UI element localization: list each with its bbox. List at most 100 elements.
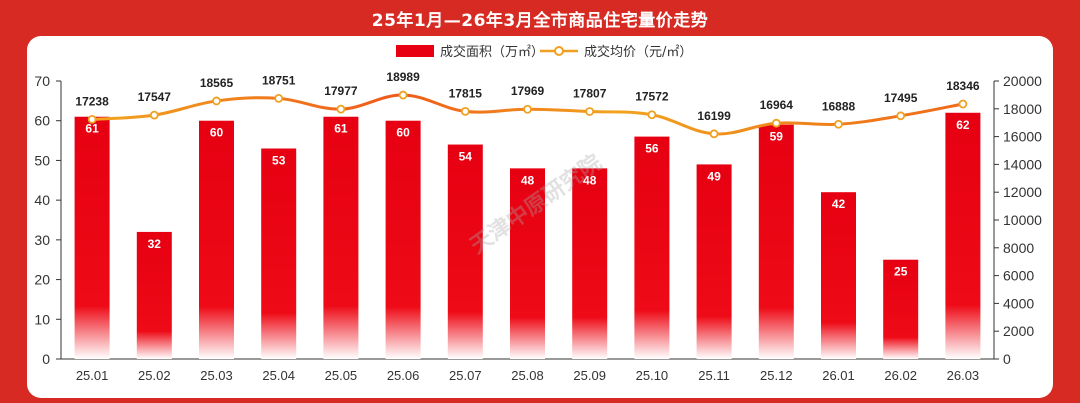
bar-value-label: 54: [459, 150, 473, 164]
y-left-tick-label: 20: [34, 272, 50, 288]
price-value-label: 17969: [511, 84, 545, 98]
price-value-label: 17495: [884, 91, 918, 105]
x-tick-label: 25.09: [573, 368, 606, 383]
bar-value-label: 61: [85, 122, 99, 136]
price-value-label: 18989: [386, 70, 420, 84]
bar-value-label: 60: [396, 126, 410, 140]
x-tick-label: 25.02: [138, 368, 171, 383]
y-right-tick-label: 20000: [1003, 73, 1042, 89]
y-left-tick-label: 0: [42, 351, 50, 367]
price-value-label: 16199: [697, 109, 731, 123]
x-tick-label: 25.07: [449, 368, 482, 383]
price-point: [647, 110, 657, 120]
y-right-tick-label: 18000: [1003, 101, 1042, 117]
price-value-label: 17572: [635, 90, 669, 104]
bar: [199, 120, 234, 359]
price-point: [709, 129, 719, 139]
x-tick-label: 25.12: [760, 368, 793, 383]
x-tick-label: 25.06: [387, 368, 420, 383]
price-point: [336, 104, 346, 114]
bar: [696, 164, 732, 359]
legend: 成交面积（万㎡） 成交均价（元/㎡）: [396, 44, 692, 60]
bar-value-label: 56: [645, 142, 659, 156]
price-value-label: 17977: [324, 84, 358, 98]
y-right-tick-label: 2000: [1003, 323, 1034, 339]
y-left-tick-label: 70: [34, 73, 50, 89]
price-value-label: 18346: [946, 79, 980, 93]
bar-value-label: 62: [956, 118, 970, 132]
price-point: [896, 111, 906, 121]
price-value-label: 16888: [822, 99, 856, 113]
bar: [510, 168, 545, 359]
price-point: [523, 104, 532, 114]
y-left-tick-label: 50: [34, 152, 50, 168]
bar-value-label: 59: [770, 130, 784, 144]
x-tick-label: 26.01: [822, 368, 855, 383]
y-right-tick-label: 4000: [1003, 295, 1034, 311]
bar-value-label: 60: [210, 126, 224, 140]
price-point: [212, 96, 221, 106]
bar: [945, 112, 981, 360]
x-tick-label: 25.03: [200, 368, 233, 383]
y-right-tick-label: 14000: [1003, 156, 1042, 172]
bar: [572, 168, 608, 359]
price-value-label: 16964: [760, 98, 794, 112]
x-tick-label: 25.10: [636, 368, 669, 383]
y-right-tick-label: 0: [1003, 351, 1011, 367]
y-right-tick-label: 16000: [1003, 129, 1042, 145]
bar: [758, 124, 794, 359]
price-point: [87, 114, 97, 124]
bar-value-label: 61: [334, 122, 348, 136]
legend-label-line: 成交均价（元/㎡）: [584, 44, 692, 60]
y-left-tick-label: 30: [34, 232, 50, 248]
price-value-label: 17807: [573, 86, 607, 100]
bar: [634, 136, 670, 359]
price-value-label: 17815: [449, 86, 483, 100]
y-right-tick-label: 8000: [1003, 240, 1034, 256]
bar: [74, 116, 110, 359]
price-value-label: 18565: [200, 76, 234, 90]
x-tick-label: 25.01: [76, 368, 109, 383]
bar: [883, 259, 919, 359]
y-right-tick-label: 6000: [1003, 268, 1034, 284]
price-point: [460, 106, 470, 116]
y-right-tick-label: 10000: [1003, 212, 1042, 228]
price-point: [398, 90, 408, 100]
y-left-tick-label: 60: [34, 113, 50, 129]
price-point: [958, 99, 968, 109]
chart-title: 25年1月—26年3月全市商品住宅量价走势: [371, 10, 709, 31]
x-tick-label: 25.11: [698, 368, 730, 383]
price-point: [585, 107, 595, 116]
legend-swatch-marker: [554, 46, 564, 56]
price-value-label: 18751: [262, 73, 296, 87]
x-tick-label: 25.05: [325, 368, 358, 383]
bar: [323, 116, 359, 359]
y-left-tick-label: 40: [34, 192, 50, 208]
x-tick-label: 26.03: [947, 368, 980, 383]
legend-label-bar: 成交面积（万㎡）: [440, 44, 544, 60]
bar: [136, 231, 172, 359]
bar: [447, 144, 483, 359]
x-tick-label: 26.02: [884, 368, 917, 383]
bar-value-label: 48: [521, 173, 535, 187]
price-point: [274, 93, 284, 103]
bar-value-label: 25: [894, 265, 908, 279]
price-value-label: 17238: [75, 94, 109, 108]
bar-value-label: 48: [583, 173, 597, 187]
price-value-label: 17547: [138, 90, 172, 104]
bar: [821, 192, 856, 359]
x-tick-label: 25.08: [511, 368, 544, 383]
price-point: [834, 119, 843, 129]
bar-value-label: 53: [272, 154, 286, 168]
bar: [261, 148, 297, 359]
legend-swatch-bar: [396, 45, 434, 57]
price-point: [771, 118, 781, 128]
price-point: [149, 110, 159, 120]
bar-value-label: 49: [707, 169, 721, 183]
y-right-tick-label: 12000: [1003, 184, 1042, 200]
bar: [385, 120, 421, 359]
y-left-tick-label: 10: [34, 311, 50, 327]
bar-value-label: 42: [832, 197, 846, 211]
